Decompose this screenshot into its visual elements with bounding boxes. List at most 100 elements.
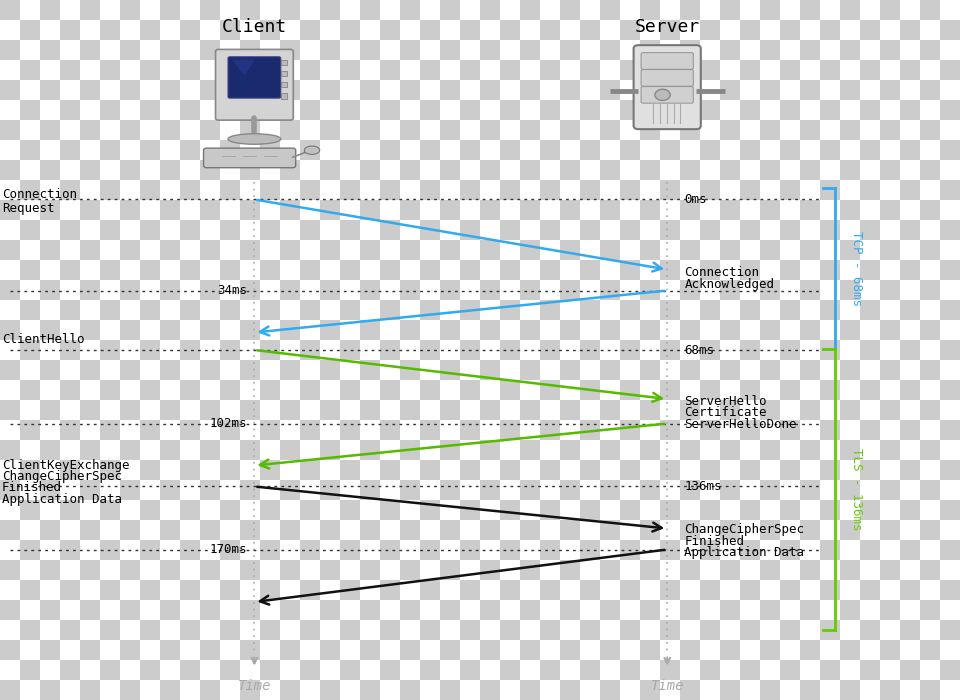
Bar: [900, 620, 920, 640]
Bar: [880, 280, 900, 300]
Bar: [60, 20, 80, 40]
Bar: [180, 280, 200, 300]
Bar: [860, 660, 880, 680]
Bar: [0, 300, 20, 320]
Bar: [340, 320, 360, 340]
Bar: [900, 440, 920, 460]
Bar: [220, 660, 240, 680]
Bar: [780, 360, 800, 380]
Bar: [700, 60, 720, 80]
Bar: [200, 320, 220, 340]
Bar: [260, 400, 280, 420]
Bar: [740, 540, 760, 560]
Bar: [660, 620, 680, 640]
Bar: [40, 160, 60, 180]
Bar: [460, 500, 480, 520]
Bar: [460, 280, 480, 300]
Bar: [820, 20, 840, 40]
Bar: [80, 420, 100, 440]
Bar: [280, 20, 300, 40]
Bar: [800, 440, 820, 460]
Bar: [280, 60, 300, 80]
Bar: [920, 40, 940, 60]
Bar: [220, 540, 240, 560]
Bar: [600, 500, 620, 520]
Bar: [420, 400, 440, 420]
Bar: [600, 120, 620, 140]
Bar: [0, 340, 20, 360]
Bar: [20, 140, 40, 160]
Bar: [40, 580, 60, 600]
Bar: [260, 100, 280, 120]
Bar: [560, 160, 580, 180]
Bar: [560, 600, 580, 620]
Bar: [40, 680, 60, 700]
Bar: [420, 320, 440, 340]
Bar: [840, 640, 860, 660]
Bar: [140, 380, 160, 400]
Bar: [700, 140, 720, 160]
Bar: [520, 80, 540, 100]
Bar: [540, 620, 560, 640]
Bar: [480, 0, 500, 20]
Bar: [240, 340, 260, 360]
Bar: [380, 320, 400, 340]
Bar: [920, 220, 940, 240]
Bar: [220, 500, 240, 520]
Bar: [680, 620, 700, 640]
Bar: [300, 580, 320, 600]
Bar: [540, 680, 560, 700]
Bar: [860, 120, 880, 140]
Bar: [160, 300, 180, 320]
Bar: [820, 640, 840, 660]
Bar: [920, 260, 940, 280]
Bar: [420, 180, 440, 200]
Bar: [100, 20, 120, 40]
Bar: [920, 640, 940, 660]
Bar: [200, 500, 220, 520]
Bar: [680, 580, 700, 600]
Bar: [380, 680, 400, 700]
Bar: [200, 680, 220, 700]
Bar: [560, 60, 580, 80]
Bar: [360, 260, 380, 280]
Bar: [220, 460, 240, 480]
Bar: [340, 280, 360, 300]
Bar: [600, 580, 620, 600]
Bar: [320, 100, 340, 120]
Bar: [140, 260, 160, 280]
Bar: [860, 540, 880, 560]
Bar: [100, 60, 120, 80]
Bar: [240, 320, 260, 340]
Bar: [20, 640, 40, 660]
Bar: [480, 200, 500, 220]
Bar: [160, 620, 180, 640]
Bar: [320, 680, 340, 700]
Bar: [700, 480, 720, 500]
Bar: [720, 660, 740, 680]
Bar: [740, 220, 760, 240]
Bar: [900, 40, 920, 60]
Bar: [740, 620, 760, 640]
Bar: [100, 140, 120, 160]
Bar: [80, 140, 100, 160]
Bar: [420, 40, 440, 60]
Bar: [360, 80, 380, 100]
Bar: [320, 160, 340, 180]
Bar: [880, 80, 900, 100]
Bar: [600, 540, 620, 560]
Bar: [900, 560, 920, 580]
Bar: [660, 40, 680, 60]
Bar: [460, 0, 480, 20]
Bar: [140, 200, 160, 220]
Bar: [920, 180, 940, 200]
Bar: [780, 480, 800, 500]
Bar: [460, 560, 480, 580]
Bar: [820, 280, 840, 300]
Bar: [780, 20, 800, 40]
Bar: [780, 580, 800, 600]
Bar: [620, 520, 640, 540]
Bar: [820, 300, 840, 320]
Bar: [720, 20, 740, 40]
Bar: [540, 480, 560, 500]
